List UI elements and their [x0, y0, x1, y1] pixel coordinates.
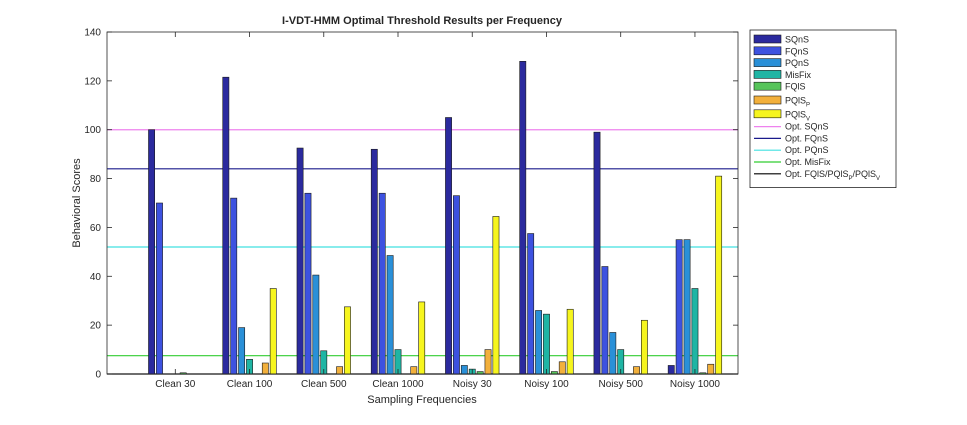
legend-label-5: PQlSP	[785, 96, 810, 109]
legend-label-2: PQnS	[785, 58, 809, 68]
bar-5-3	[410, 366, 418, 375]
bar-5-6	[633, 366, 640, 375]
legend-label-4: FQlS	[785, 82, 806, 92]
bar-6-4	[492, 216, 500, 375]
bar-0-4	[445, 117, 452, 375]
bar-0-3	[370, 148, 378, 375]
bar-6-7	[715, 175, 723, 375]
bar-0-7	[667, 365, 675, 375]
bar-5-2	[336, 366, 343, 375]
bar-2-3	[386, 255, 394, 375]
bar-1-1	[230, 197, 238, 375]
bar-0-6	[593, 131, 601, 375]
bar-1-2	[304, 192, 312, 375]
legend-label-3: MisFix	[785, 70, 811, 80]
legend-swatch-4	[753, 81, 782, 91]
bar-0-1	[222, 76, 230, 375]
x-tick-label: Noisy 1000	[670, 379, 720, 390]
y-axis-label: Behavioral Scores	[71, 158, 83, 248]
x-tick-label: Clean 100	[227, 379, 273, 390]
x-tick-label: Clean 500	[301, 379, 347, 390]
bar-1-6	[601, 266, 609, 375]
y-tick-label: 40	[90, 272, 102, 283]
bar-2-6	[609, 332, 617, 375]
bar-2-2	[312, 274, 320, 375]
legend-swatch-5	[753, 95, 782, 105]
bar-2-1	[238, 327, 246, 375]
legend-label-1: FQnS	[785, 46, 809, 56]
legend-label-0: SQnS	[785, 35, 809, 45]
bar-6-1	[269, 288, 277, 375]
y-tick-label: 140	[84, 28, 101, 39]
x-tick-label: Noisy 100	[524, 379, 569, 390]
bar-0-2	[296, 147, 304, 375]
legend-swatch-6	[753, 109, 782, 119]
bar-1-0	[156, 202, 163, 375]
chart-title: I-VDT-HMM Optimal Threshold Results per …	[282, 15, 563, 27]
bar-2-5	[535, 310, 542, 375]
legend-swatch-3	[753, 70, 782, 79]
bar-6-3	[418, 301, 426, 375]
y-tick-label: 120	[84, 76, 101, 87]
legend-swatch-1	[753, 46, 782, 56]
bar-6-2	[344, 306, 351, 375]
legend-line-label-4: Opt. FQlS/PQlSP/PQlSV	[785, 169, 880, 182]
bar-2-7	[683, 239, 691, 375]
bar-3-5	[543, 313, 550, 375]
bar-5-4	[484, 349, 492, 375]
bar-5-5	[558, 361, 566, 375]
x-tick-label: Noisy 500	[598, 379, 643, 390]
bar-3-7	[691, 288, 699, 375]
bar-1-4	[453, 195, 460, 375]
x-tick-label: Noisy 30	[453, 379, 492, 390]
legend-box	[749, 29, 897, 189]
legend-line-label-2: Opt. PQnS	[785, 145, 829, 155]
y-tick-label: 20	[90, 321, 102, 332]
y-tick-label: 0	[95, 370, 101, 381]
plot-frame	[106, 31, 739, 375]
legend-swatch-0	[753, 34, 782, 44]
bar-6-5	[566, 308, 574, 375]
y-tick-label: 100	[84, 125, 101, 136]
bar-2-4	[460, 365, 468, 375]
legend-line-label-1: Opt. FQnS	[785, 133, 828, 143]
x-axis-label: Sampling Frequencies	[367, 394, 477, 406]
y-tick-label: 80	[90, 174, 102, 185]
bar-0-5	[519, 61, 527, 375]
x-axis-ticks: Clean 30 Clean 100 Clean 500 Clean 1000 Nois…	[155, 32, 720, 390]
bar-5-1	[261, 362, 269, 375]
x-tick-label: Clean 30	[155, 379, 195, 390]
legend-line-label-3: Opt. MisFix	[785, 157, 831, 167]
bar-6-6	[641, 319, 648, 375]
legend-line-label-0: Opt. SQnS	[785, 122, 829, 132]
legend-swatch-2	[753, 58, 782, 67]
bar-0-0	[148, 129, 155, 375]
y-tick-label: 60	[90, 223, 102, 234]
x-tick-label: Clean 1000	[372, 379, 424, 390]
y-axis-ticks: 0 20 40 60 80 100 120 140	[84, 28, 738, 381]
bars	[148, 61, 723, 375]
legend-label-6: PQlSV	[785, 109, 810, 122]
bar-1-3	[378, 192, 386, 375]
bar-1-5	[527, 233, 535, 375]
bar-5-7	[707, 363, 715, 375]
bar-1-7	[675, 239, 683, 375]
